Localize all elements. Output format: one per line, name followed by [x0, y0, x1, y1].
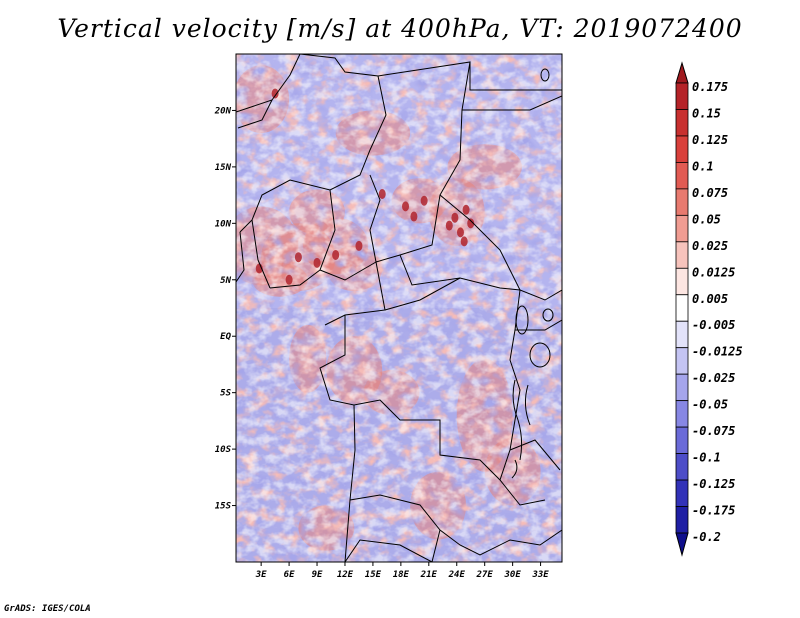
colorbar-label: -0.075	[692, 424, 735, 438]
colorbar-label: 0.125	[692, 133, 728, 147]
colorbar-swatch	[675, 241, 689, 269]
map-frame	[235, 53, 563, 563]
colorbar-swatch	[675, 214, 689, 243]
x-tick-label: 9E	[312, 570, 323, 580]
colorbar-upper-triangle	[675, 61, 689, 84]
colorbar: 0.175 0.15 0.125 0.1 0.075 0.05 0.025 0.0125 0.0…	[675, 61, 743, 557]
colorbar-label: 0.15	[692, 106, 721, 120]
x-tick-label: 21E	[420, 570, 438, 580]
colorbar-label: 0.175	[692, 80, 728, 94]
x-tick-label: 24E	[448, 570, 466, 580]
colorbar-swatch	[675, 294, 689, 322]
colorbar-label: 0.0125	[692, 265, 735, 279]
y-axis-ticks: 20N 15N 10N 5N EQ 5S 10S 15S	[214, 106, 236, 512]
strong-positive-cell	[451, 212, 459, 223]
colorbar-label: -0.0125	[692, 345, 743, 359]
colorbar-label: 0.025	[692, 239, 728, 253]
colorbar-label: -0.125	[692, 477, 735, 491]
colorbar-label: 0.1	[692, 159, 714, 173]
colorbar-swatch	[675, 267, 689, 296]
colorbar-swatch	[675, 188, 689, 216]
y-tick-label: 20N	[214, 106, 232, 116]
strong-positive-cell	[420, 195, 428, 206]
y-tick-label: 10S	[215, 445, 232, 455]
y-tick-label: EQ	[220, 332, 231, 342]
strong-positive-cell	[467, 218, 475, 229]
colorbar-label: 0.005	[692, 292, 728, 306]
grads-credit: GrADS: IGES/COLA	[4, 604, 91, 614]
colorbar-label: -0.005	[692, 318, 735, 332]
lakes	[511, 68, 554, 479]
colorbar-swatch	[675, 453, 689, 481]
colorbar-lower-triangle	[675, 532, 689, 557]
strong-positive-cell	[456, 227, 464, 238]
y-tick-label: 10N	[215, 219, 232, 229]
strong-positive-cell	[402, 201, 410, 212]
strong-positive-cell	[462, 204, 470, 215]
strong-positive-cell	[313, 257, 321, 268]
colorbar-swatch	[675, 479, 689, 507]
weak-value-noise-layer	[236, 54, 562, 562]
y-tick-label: 15N	[215, 163, 232, 173]
y-tick-label: 15S	[215, 502, 232, 512]
colorbar-swatch	[675, 373, 689, 402]
colorbar-swatch	[675, 400, 689, 428]
strong-positive-cell	[332, 249, 340, 260]
colorbar-swatch	[675, 426, 689, 454]
strong-positive-cell	[460, 236, 468, 247]
x-axis-ticks: 3E 6E 9E 12E 15E 18E 21E 24E 27E 30E 33E	[255, 562, 549, 580]
velocity-field	[236, 54, 562, 562]
colorbar-swatch	[675, 347, 689, 375]
strong-positive-cell	[294, 252, 302, 263]
strong-positive-cell	[410, 211, 418, 222]
y-tick-label: 5N	[220, 276, 231, 286]
colorbar-label: -0.2	[692, 530, 721, 544]
colorbar-label: -0.175	[692, 504, 735, 518]
colorbar-label: -0.05	[692, 398, 728, 412]
colorbar-swatch	[675, 162, 689, 190]
colorbar-swatch	[675, 506, 689, 534]
x-tick-label: 18E	[393, 570, 410, 580]
colorbar-swatch	[675, 135, 689, 163]
colorbar-label: 0.075	[692, 186, 728, 200]
colorbar-swatch	[675, 109, 689, 137]
x-tick-label: 33E	[531, 570, 549, 580]
x-tick-label: 12E	[337, 570, 354, 580]
country-borders	[236, 54, 562, 562]
colorbar-label: -0.1	[692, 451, 721, 465]
strong-positive-cell	[445, 220, 453, 231]
colorbar-swatch	[675, 82, 689, 110]
x-tick-label: 30E	[504, 570, 522, 580]
strong-positive-cell	[378, 188, 386, 199]
y-tick-label: 5S	[220, 389, 231, 399]
colorbar-label: -0.025	[692, 371, 735, 385]
x-tick-label: 3E	[255, 570, 267, 580]
x-tick-label: 15E	[365, 570, 382, 580]
strong-positive-cells	[255, 88, 475, 285]
colorbar-label: 0.05	[692, 212, 721, 226]
x-tick-label: 6E	[284, 570, 295, 580]
chart-title: Vertical velocity [m/s] at 400hPa, VT: 2…	[57, 14, 743, 43]
strong-positive-cell	[355, 240, 363, 251]
colorbar-swatch	[675, 320, 689, 349]
x-tick-label: 27E	[476, 570, 494, 580]
strong-positive-cell	[285, 274, 293, 285]
strong-positive-cell	[271, 88, 279, 99]
